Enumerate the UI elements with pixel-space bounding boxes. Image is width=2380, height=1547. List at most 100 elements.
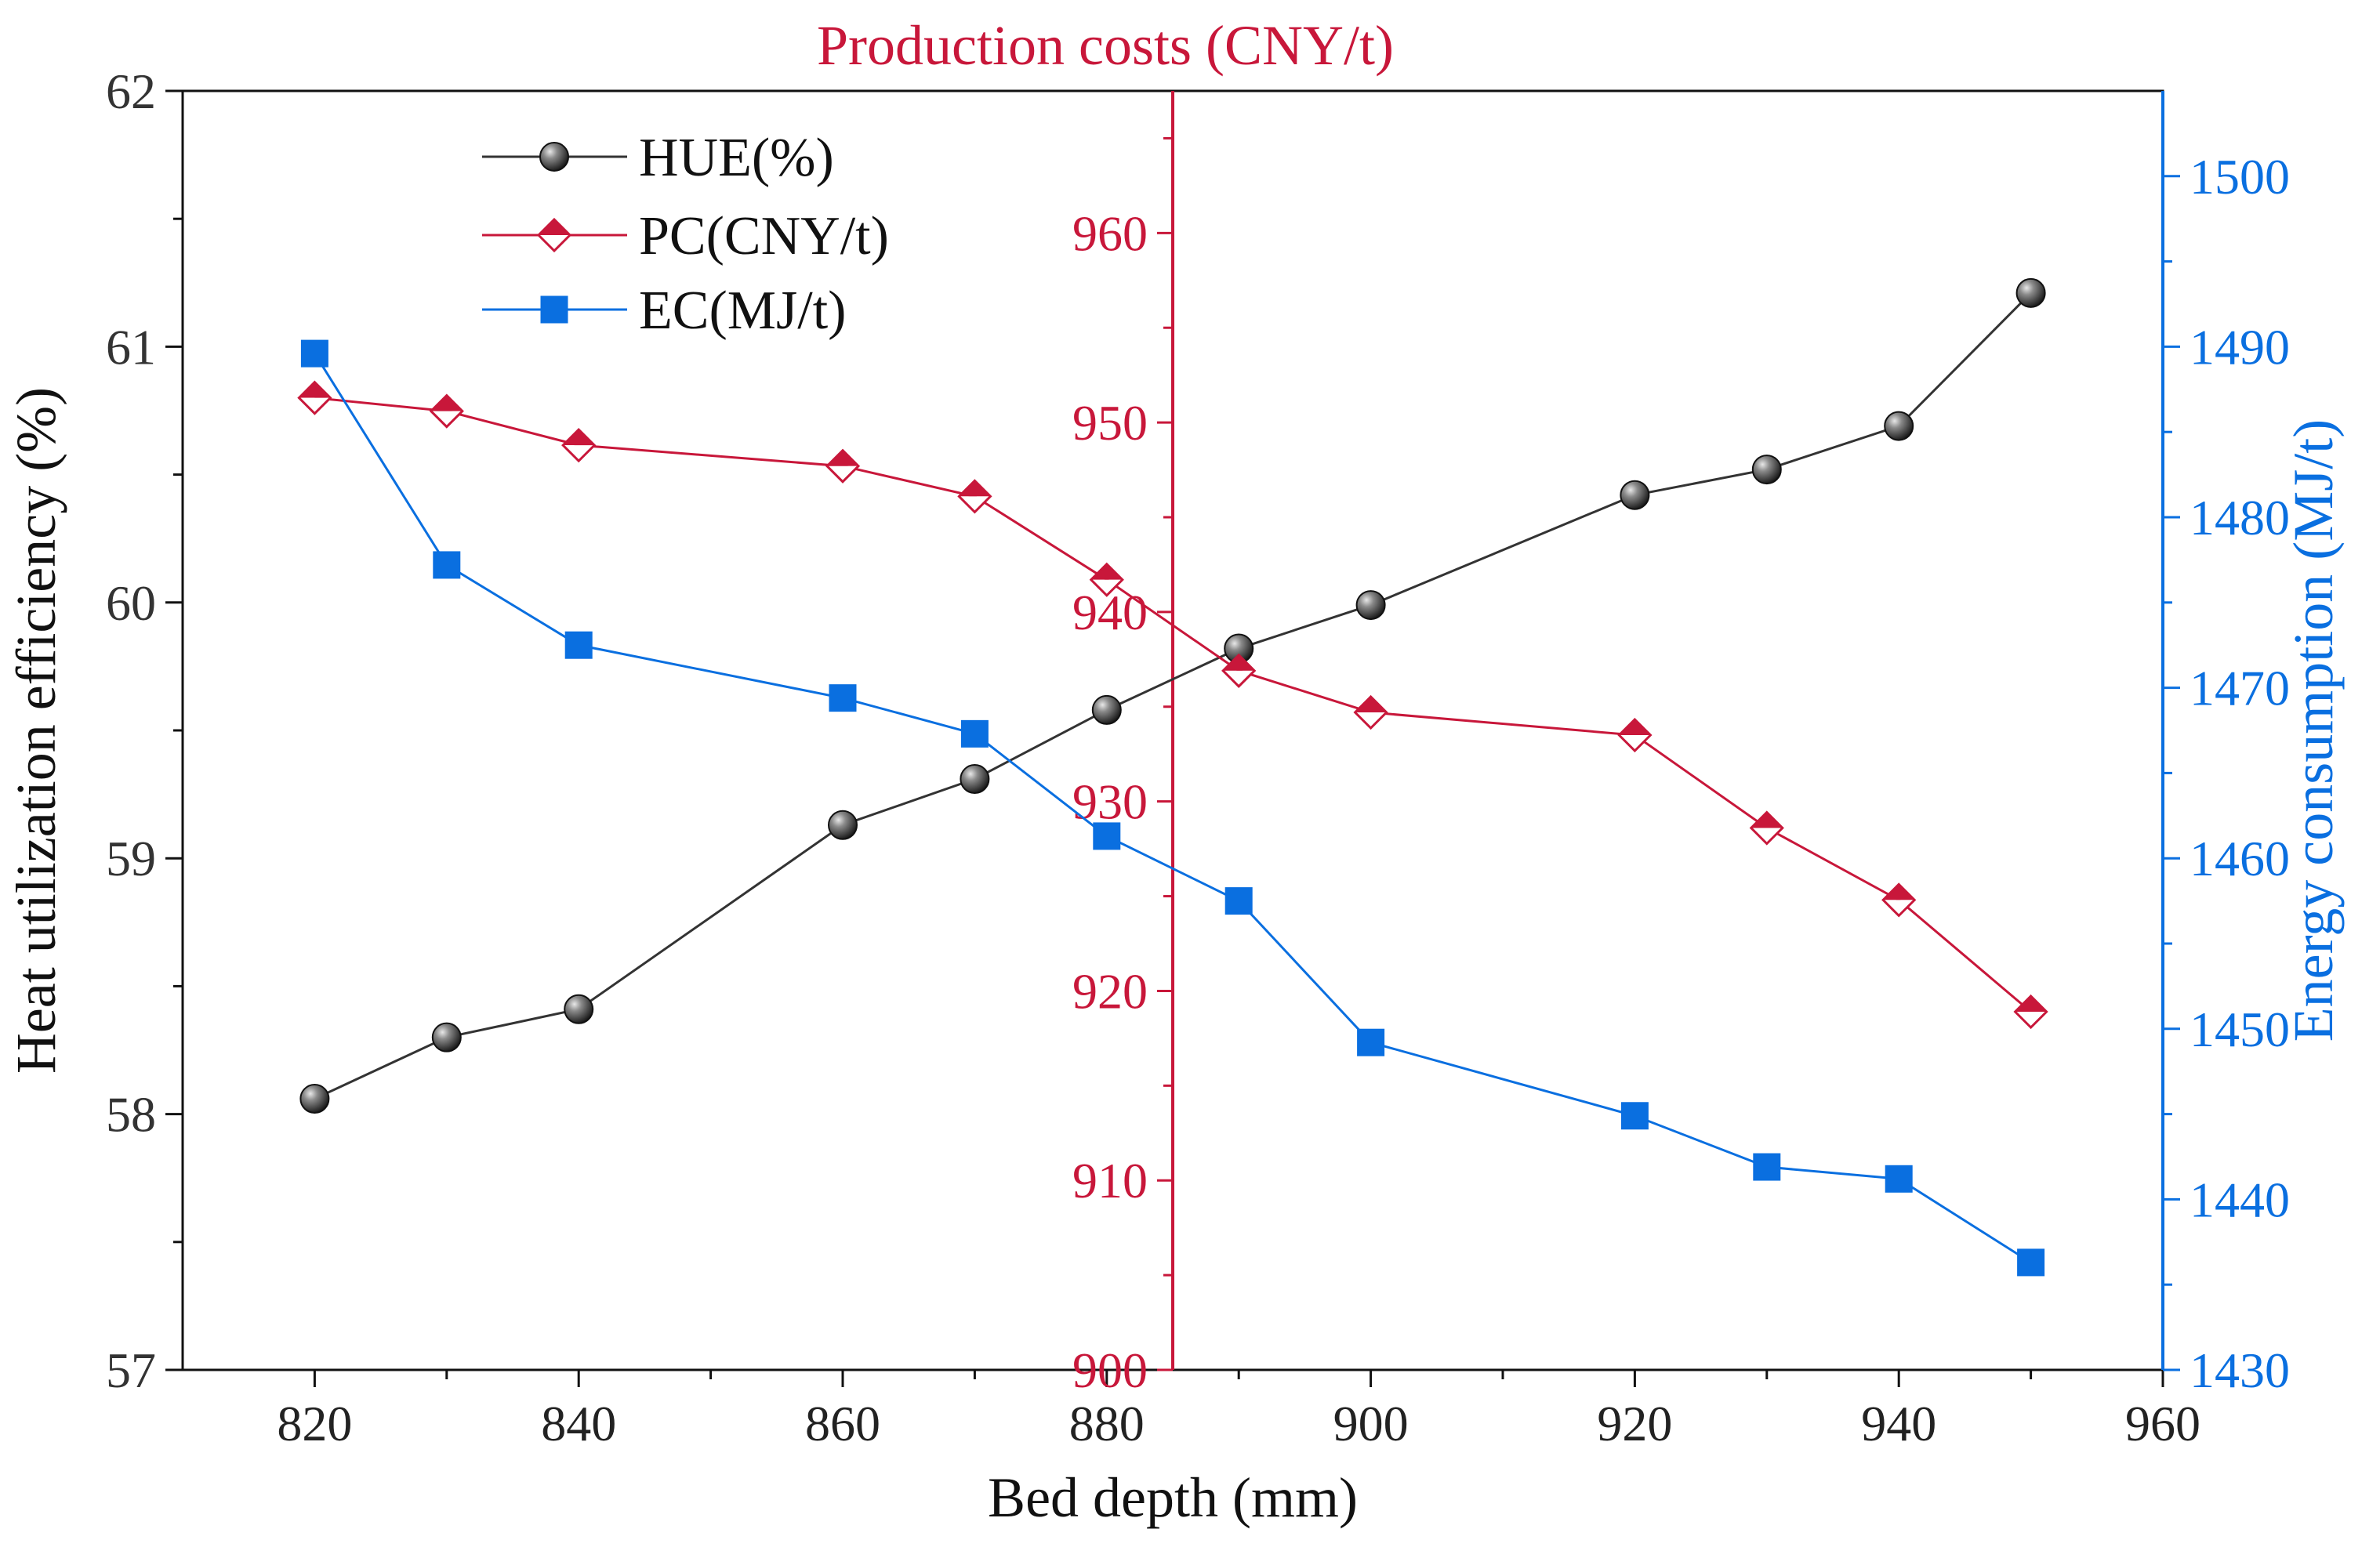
right-tick-label: 1470	[2190, 661, 2290, 716]
legend-marker-pc	[536, 217, 572, 253]
data-point-top	[1090, 563, 1123, 580]
data-point-bottom	[1090, 579, 1123, 596]
legend-marker-shape-top	[539, 219, 570, 235]
data-point	[1093, 822, 1121, 850]
data-point	[2015, 277, 2046, 308]
data-point	[1221, 653, 1257, 688]
data-point	[1091, 694, 1122, 725]
labels-layer: Bed depth (mm) Heat utilization efficien…	[5, 14, 2345, 1529]
data-point-top	[827, 450, 858, 466]
series-line	[314, 353, 2032, 1264]
data-point	[561, 428, 597, 463]
legend-marker-shape	[536, 217, 572, 253]
middle-tick-label: 950	[1072, 395, 1148, 451]
left-tick-label: 57	[106, 1342, 156, 1398]
series-ec	[300, 339, 2045, 1277]
data-point-top	[563, 429, 595, 446]
middle-tick-label: 960	[1072, 205, 1148, 261]
left-tick-label: 60	[106, 575, 156, 631]
data-point-top	[959, 480, 991, 497]
data-point	[829, 684, 857, 712]
series-pc	[297, 380, 2048, 1030]
data-point-outline	[1749, 810, 1784, 846]
axes-layer: 820 840 860 880 900 920 940 9605758596061621430…	[106, 63, 2290, 1451]
data-point	[1881, 882, 1917, 918]
data-point-bottom	[2015, 1012, 2047, 1028]
data-point-outline	[1221, 653, 1257, 688]
data-point	[1885, 1165, 1913, 1193]
data-point	[1753, 1153, 1781, 1181]
data-point	[429, 393, 464, 429]
right-tick-label: 1450	[2190, 1002, 2290, 1057]
middle-axis-title: Production costs (CNY/t)	[817, 14, 1394, 77]
left-tick-label: 58	[106, 1087, 156, 1143]
data-point	[297, 380, 332, 415]
data-point-outline	[825, 448, 861, 484]
right-tick-label: 1430	[2190, 1342, 2290, 1398]
middle-tick-label: 900	[1072, 1342, 1148, 1398]
data-point	[2017, 1248, 2045, 1277]
legend-label-pc: PC(CNY/t)	[639, 206, 889, 266]
data-point	[825, 448, 861, 484]
data-point-bottom	[1751, 828, 1783, 844]
legend-marker-hue	[539, 142, 569, 172]
data-point	[1224, 887, 1253, 915]
right-tick-label: 1440	[2190, 1172, 2290, 1227]
x-tick-label: 900	[1333, 1396, 1409, 1451]
data-point-outline	[2013, 994, 2048, 1030]
legend-marker-shape	[539, 142, 569, 172]
x-axis-title: Bed depth (mm)	[988, 1466, 1358, 1529]
legend: HUE(%) PC(CNY/t) EC(MJ/t)	[482, 128, 889, 341]
legend-entry-pc: PC(CNY/t)	[482, 206, 889, 266]
data-point-bottom	[1355, 712, 1387, 729]
right-axis-title: Energy consumption (MJ/t)	[2282, 419, 2345, 1042]
data-point	[1357, 1028, 1385, 1056]
data-point	[1620, 1102, 1649, 1130]
data-point-top	[1355, 697, 1387, 713]
data-point	[828, 810, 858, 840]
right-tick-label: 1500	[2190, 149, 2290, 205]
data-point-outline	[561, 428, 597, 463]
left-tick-label: 61	[106, 319, 156, 375]
right-tick-label: 1490	[2190, 319, 2290, 375]
data-point	[960, 719, 989, 748]
right-tick-label: 1480	[2190, 490, 2290, 545]
data-point-outline	[1353, 694, 1388, 730]
x-tick-label: 840	[541, 1396, 616, 1451]
data-point	[1751, 455, 1782, 485]
data-point-top	[1223, 654, 1255, 671]
data-point	[1884, 411, 1914, 441]
middle-tick-label: 930	[1072, 774, 1148, 830]
data-point	[431, 1022, 462, 1052]
data-point-outline	[1617, 717, 1653, 753]
legend-marker-shape-outline	[536, 217, 572, 253]
data-point	[1617, 717, 1653, 753]
legend-marker-ec	[540, 295, 568, 324]
data-point-outline	[1881, 882, 1917, 918]
data-point-bottom	[1619, 735, 1651, 752]
x-tick-label: 880	[1069, 1396, 1145, 1451]
legend-marker-shape-bottom	[539, 235, 570, 251]
data-point	[960, 764, 990, 795]
data-point-top	[1751, 812, 1783, 828]
series-layer	[297, 277, 2048, 1277]
legend-label-ec: EC(MJ/t)	[639, 281, 846, 341]
data-point	[2013, 994, 2048, 1030]
data-point-top	[430, 395, 463, 411]
data-point-top	[1619, 719, 1651, 736]
series-line	[314, 397, 2032, 1013]
data-point	[1089, 562, 1124, 597]
middle-tick-label: 920	[1072, 963, 1148, 1019]
data-point	[300, 339, 328, 368]
x-tick-label: 960	[2125, 1396, 2200, 1451]
data-point	[1353, 694, 1388, 730]
data-point-outline	[957, 479, 992, 514]
data-point	[564, 994, 594, 1024]
data-point-bottom	[430, 411, 463, 427]
data-point	[1749, 810, 1784, 846]
series-line	[314, 292, 2032, 1100]
data-point	[433, 551, 461, 579]
data-point-bottom	[299, 397, 331, 414]
data-point-bottom	[827, 466, 858, 482]
middle-tick-label: 940	[1072, 585, 1148, 640]
